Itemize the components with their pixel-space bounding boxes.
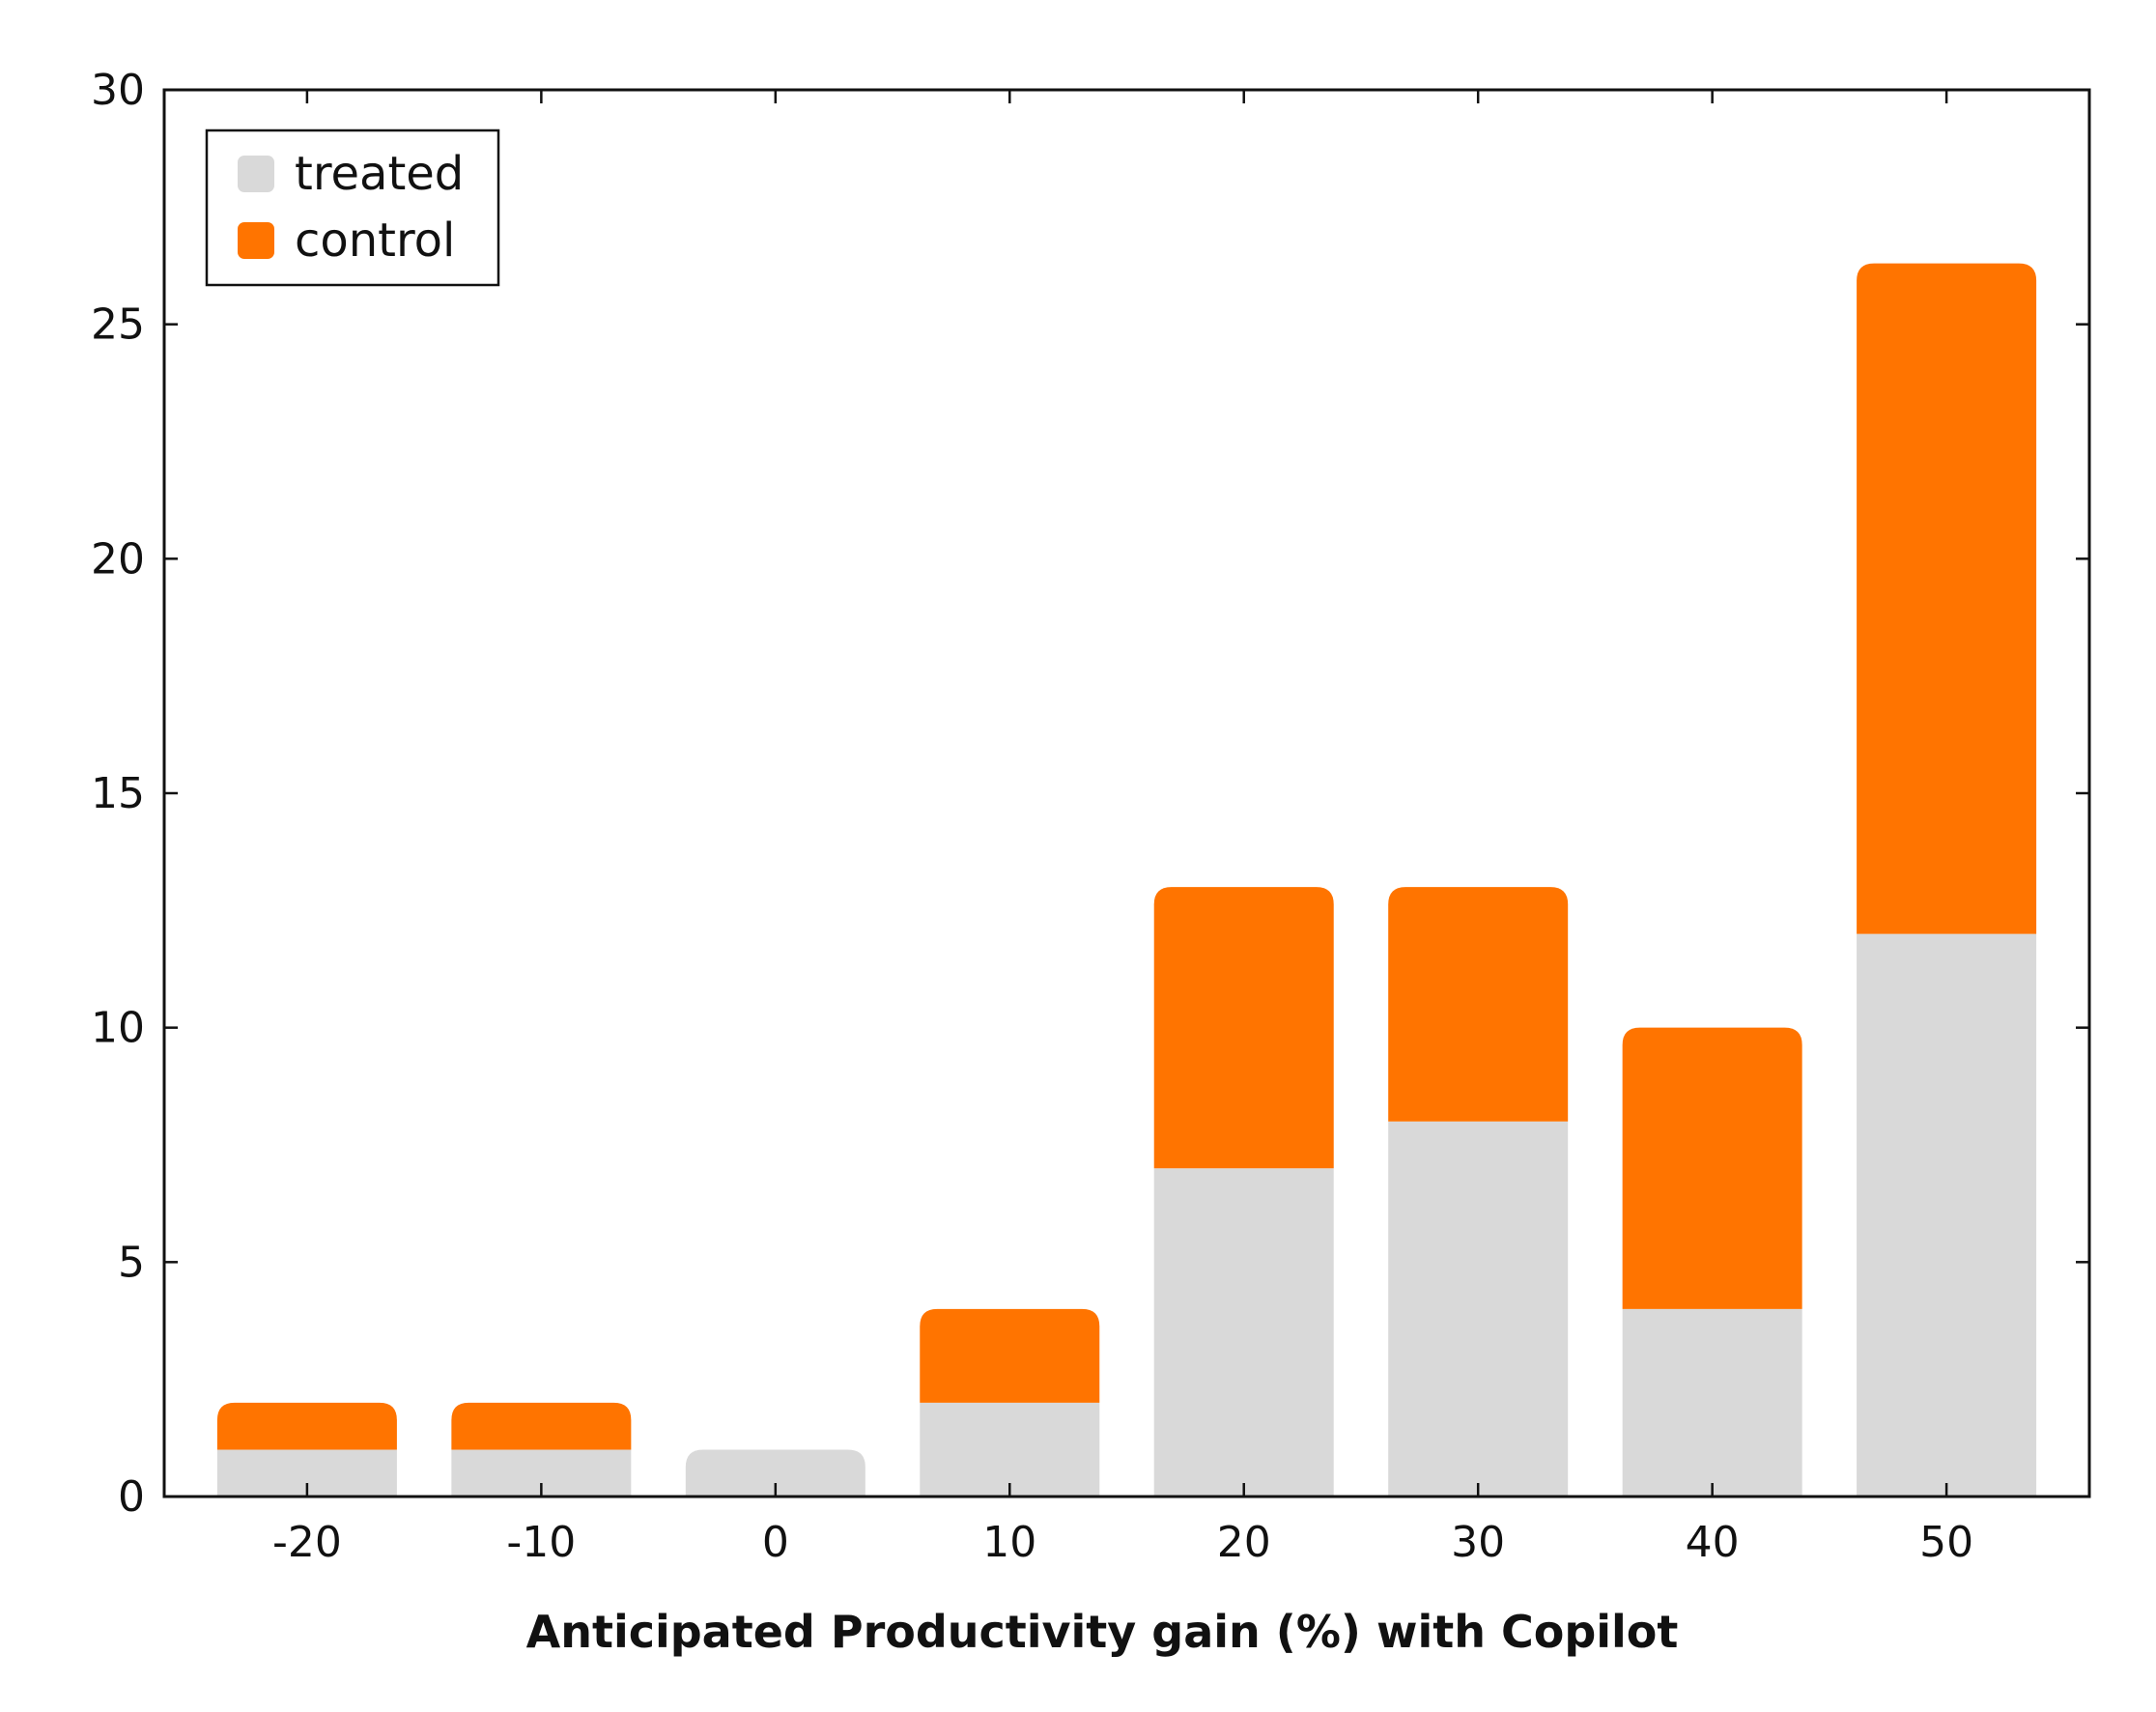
- y-tick-label: 30: [91, 66, 145, 115]
- x-tick-label: 10: [982, 1518, 1036, 1567]
- y-tick-label: 0: [118, 1472, 145, 1522]
- y-tick-label: 10: [91, 1004, 145, 1053]
- x-tick-label: 0: [762, 1518, 789, 1567]
- bar-treated-30: [1388, 1121, 1569, 1497]
- x-tick-label: 20: [1217, 1518, 1271, 1567]
- bar-control-20: [1153, 887, 1334, 1169]
- bar-control--20: [216, 1402, 397, 1450]
- legend-label-treated: treated: [295, 147, 464, 201]
- bar-treated-20: [1153, 1168, 1334, 1497]
- x-tick-label: 30: [1451, 1518, 1505, 1567]
- x-tick-label: 40: [1686, 1518, 1740, 1567]
- ticks-layer: [164, 88, 2089, 1498]
- bar-control-50: [1857, 263, 2037, 934]
- y-tick-label: 20: [91, 534, 145, 584]
- bar-treated-0: [685, 1449, 865, 1497]
- legend-swatch-treated: [238, 156, 274, 192]
- bar-treated--20: [216, 1449, 397, 1497]
- y-tick-label: 5: [118, 1238, 145, 1287]
- legend-swatch-control: [238, 222, 274, 259]
- bar-treated--10: [451, 1449, 632, 1497]
- legend: treated control: [205, 128, 500, 287]
- bar-control-10: [920, 1308, 1100, 1403]
- bar-control--10: [451, 1402, 632, 1450]
- x-axis-title: Anticipated Productivity gain (%) with C…: [526, 1606, 1679, 1658]
- bar-control-40: [1622, 1027, 1802, 1309]
- bars-layer: [216, 263, 2037, 1497]
- legend-label-control: control: [295, 214, 455, 268]
- x-tick-label: -20: [272, 1518, 342, 1567]
- tick-labels-layer: -20 -10 0 10 20 30 40 50 0 5 10 15 20 25 30: [91, 66, 1973, 1567]
- bar-control-30: [1388, 887, 1569, 1122]
- x-tick-label: -10: [506, 1518, 576, 1567]
- y-tick-label: 25: [91, 300, 145, 350]
- bar-treated-40: [1622, 1308, 1802, 1497]
- bar-treated-10: [920, 1402, 1100, 1497]
- y-tick-label: 15: [91, 769, 145, 818]
- bar-treated-50: [1857, 933, 2037, 1497]
- x-tick-label: 50: [1919, 1518, 1973, 1567]
